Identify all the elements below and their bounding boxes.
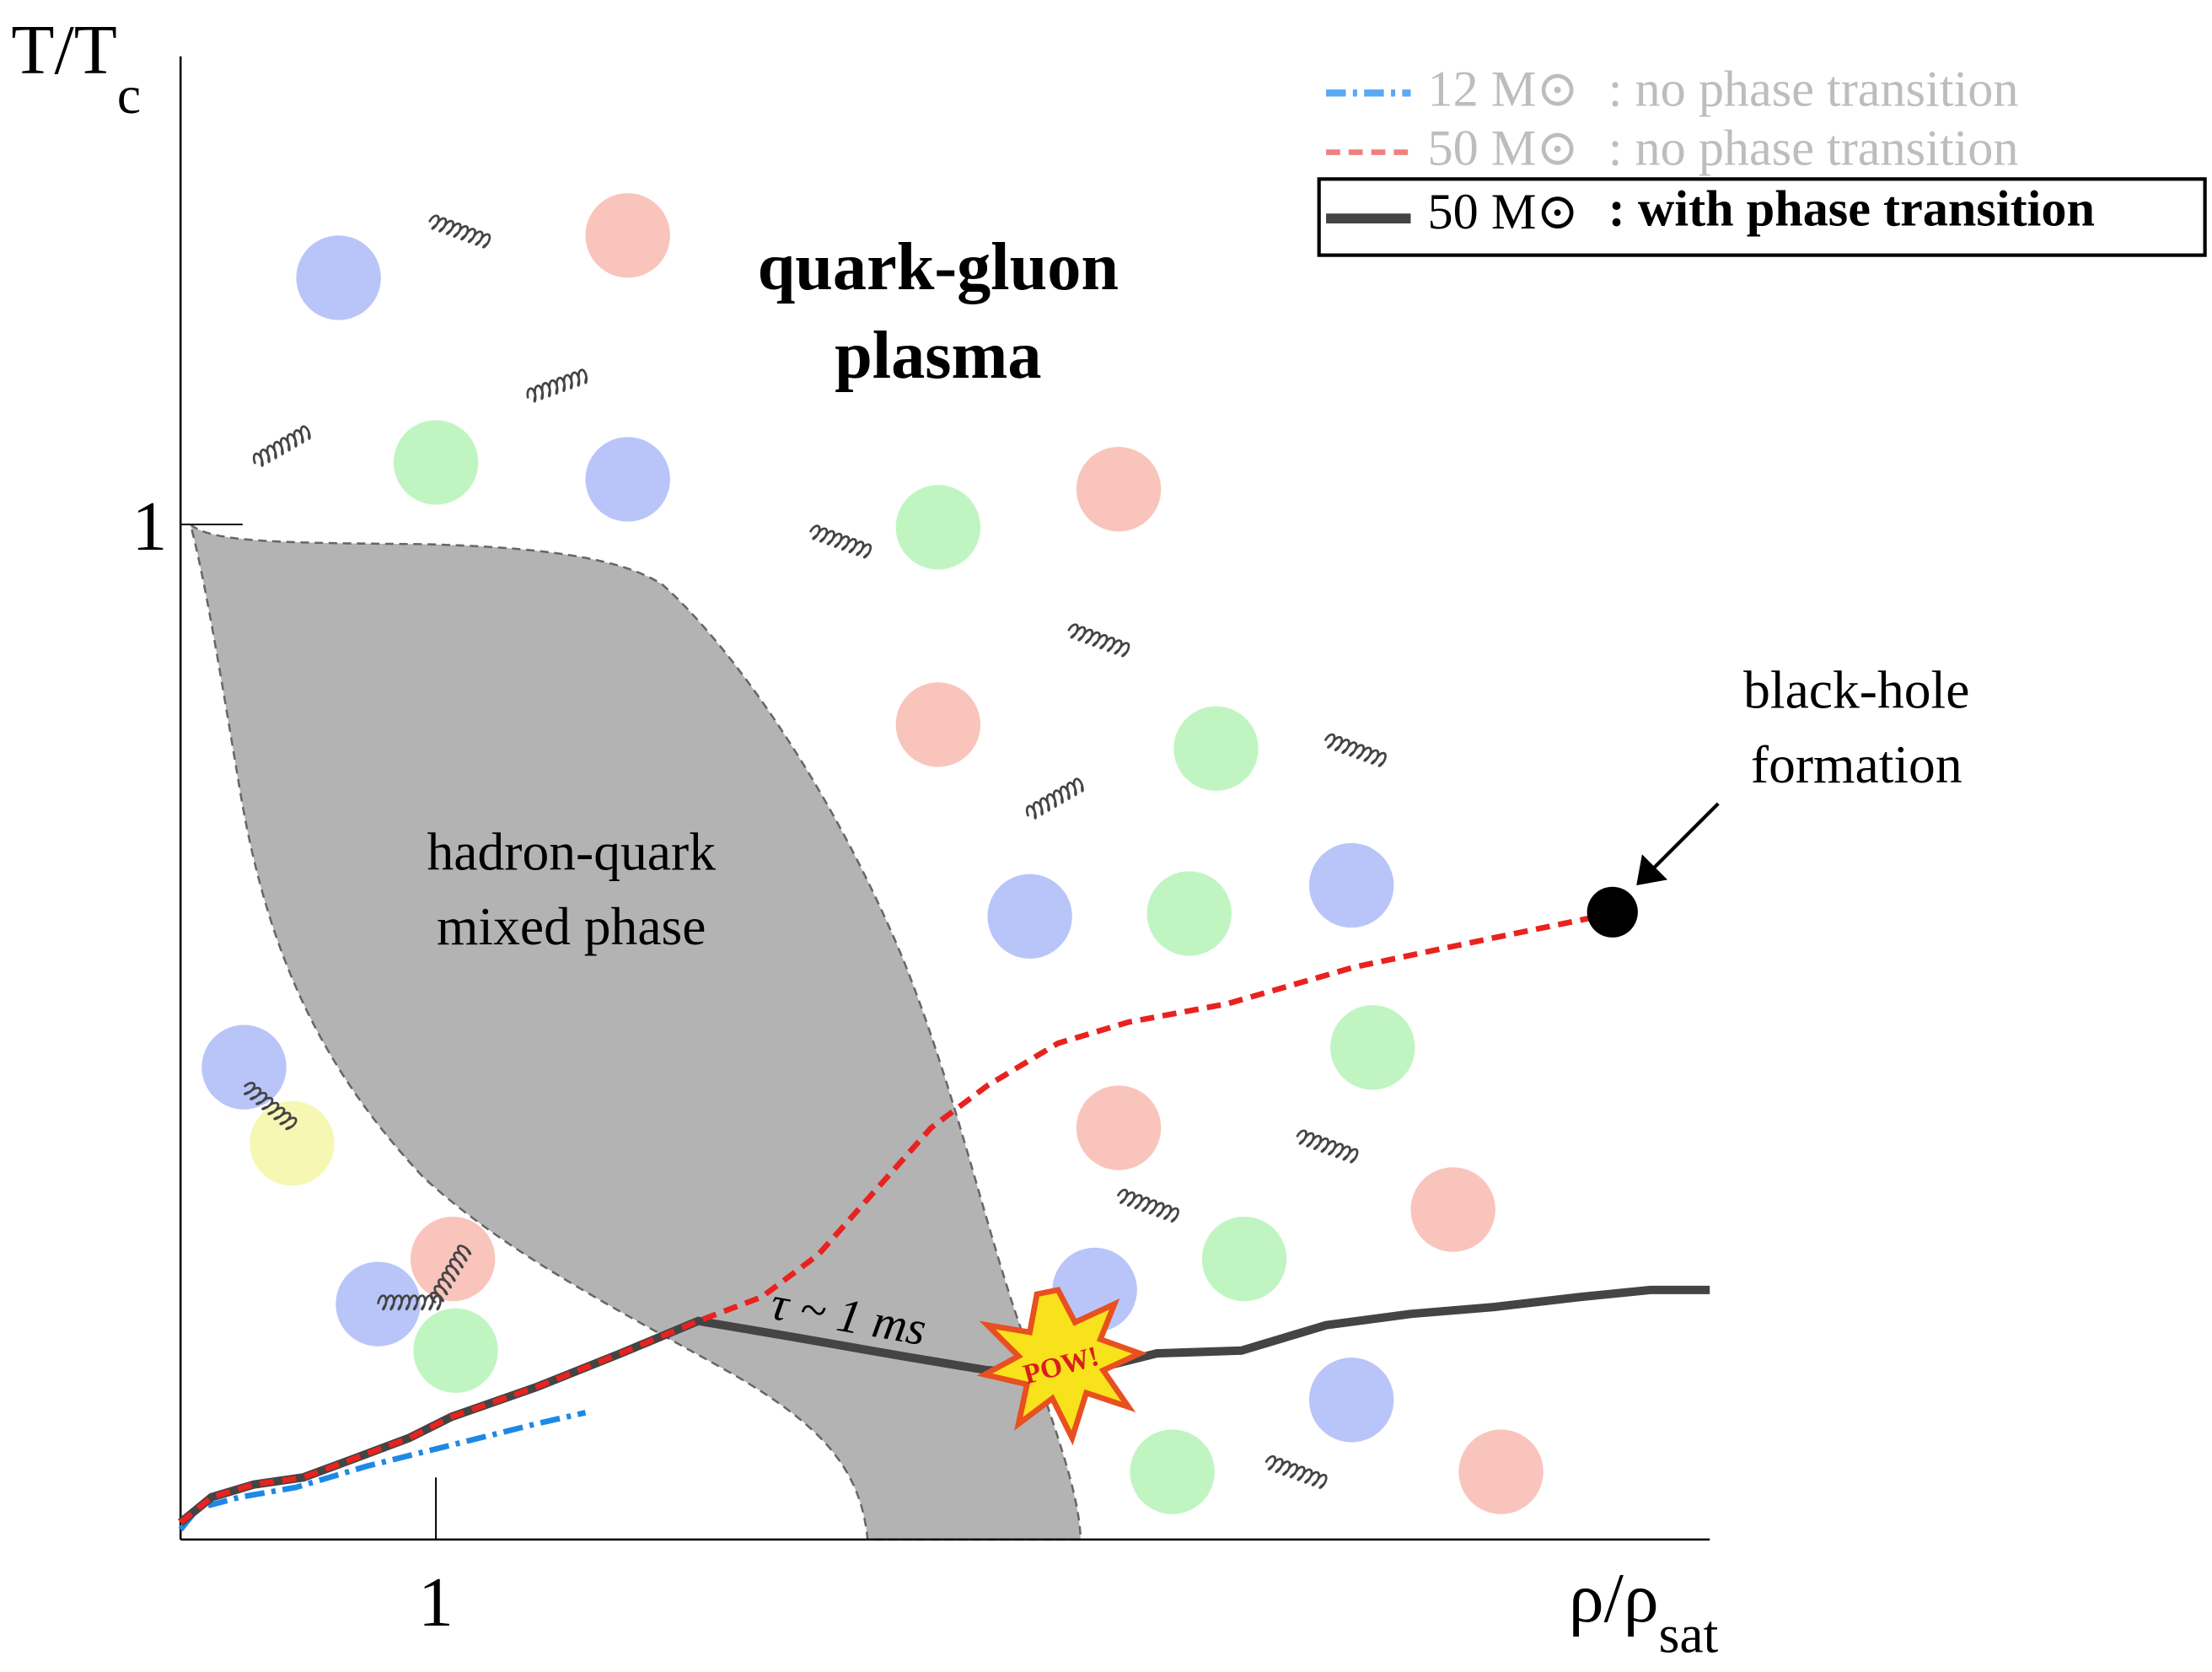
black-hole-label: black-hole (1743, 659, 1969, 719)
quark (394, 420, 478, 504)
quark (585, 193, 669, 277)
x-axis-label: ρ/ρsat (1569, 1559, 1719, 1664)
y-label-sub: c (117, 65, 141, 125)
quark (1410, 1167, 1495, 1251)
x-label-main: ρ/ρ (1569, 1559, 1659, 1637)
quark (1330, 1005, 1415, 1089)
gluon (1116, 1188, 1179, 1223)
legend-label: : no phase transition (1608, 61, 2019, 117)
gluon (1323, 733, 1387, 767)
x-label-sub: sat (1659, 1605, 1719, 1664)
x-tick-label: 1 (418, 1563, 454, 1642)
quark (987, 874, 1071, 959)
page: { "axes": { "y_label": {"main": "T/T", "… (0, 0, 2212, 1672)
gluon (427, 214, 491, 249)
quark (1147, 871, 1232, 955)
y-axis-label: T/Tc (11, 11, 141, 125)
black-hole-label: formation (1751, 734, 1962, 794)
y-label-main: T/T (11, 11, 116, 89)
quark (896, 485, 980, 569)
gluon (1264, 1454, 1328, 1489)
black-hole-point (1587, 887, 1638, 938)
quark (1458, 1429, 1543, 1513)
quark (201, 1025, 286, 1110)
quark (1309, 1357, 1393, 1442)
quark (413, 1309, 497, 1393)
gluon (525, 369, 588, 404)
legend-mass: 50 M⊙ (1428, 184, 1579, 240)
mixed-label: mixed phase (437, 896, 706, 956)
quark (1202, 1217, 1286, 1301)
gluon (808, 524, 872, 559)
mixed-phase-region (191, 524, 1081, 1540)
quark (250, 1101, 334, 1185)
quark (1076, 1085, 1161, 1169)
gluon (1295, 1129, 1358, 1164)
quark (296, 235, 380, 320)
legend-mass: 50 M⊙ (1428, 121, 1579, 177)
legend-label: : with phase transition (1608, 181, 2095, 238)
legend-label: : no phase transition (1608, 121, 2019, 177)
phase-diagram: 1 1 T/Tc ρ/ρsat POW! quark-gluon plasma … (0, 0, 2212, 1672)
gluon (251, 425, 312, 468)
plasma-label: plasma (835, 318, 1041, 393)
quark (1309, 843, 1393, 927)
arrow (1648, 804, 1719, 874)
gluon (1024, 777, 1085, 820)
legend-mass: 12 M⊙ (1428, 61, 1579, 117)
quark (1173, 707, 1258, 791)
quark (1076, 447, 1161, 531)
gluon (1066, 623, 1130, 658)
quark (896, 682, 980, 766)
trajectory-12 (180, 1412, 585, 1530)
quark (1130, 1429, 1214, 1513)
mixed-label: hadron-quark (427, 822, 717, 882)
plasma-label: quark-gluon (758, 229, 1119, 304)
y-tick-label: 1 (132, 487, 167, 566)
quark (585, 437, 669, 521)
